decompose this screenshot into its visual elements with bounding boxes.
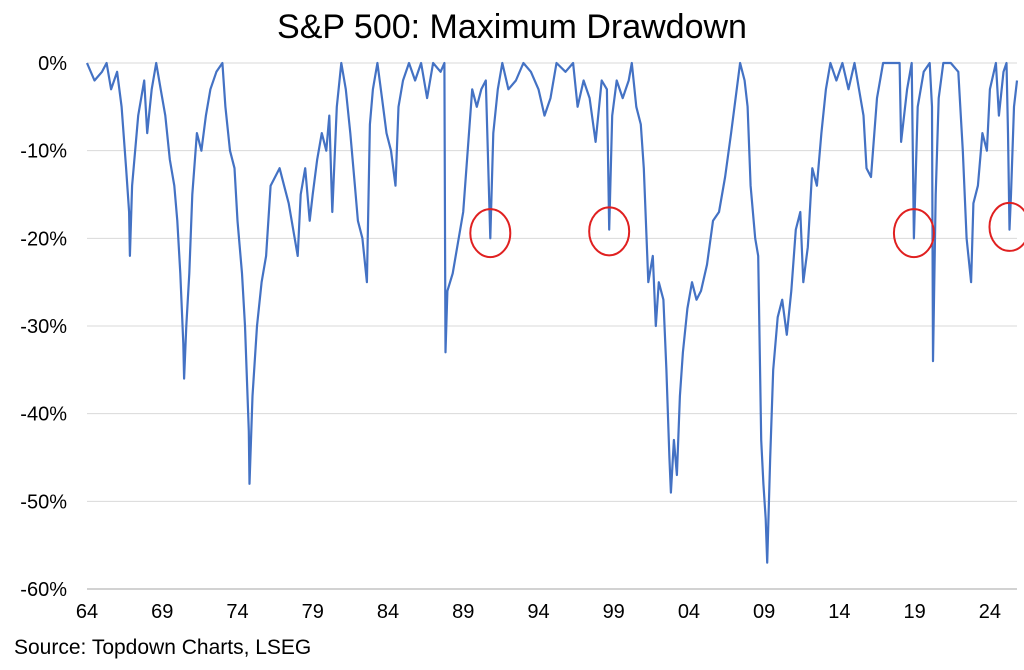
x-tick-label: 74 <box>226 601 248 623</box>
drawdown-series-line <box>85 61 1019 564</box>
y-tick-label: 0% <box>38 53 67 75</box>
y-tick-label: -20% <box>20 228 67 250</box>
x-tick-label: 84 <box>377 601 399 623</box>
y-tick-label: -40% <box>20 404 67 426</box>
x-tick-label: 14 <box>828 601 850 623</box>
highlight-circle <box>588 206 631 257</box>
x-tick-label: 79 <box>302 601 324 623</box>
gridlines <box>87 62 1017 590</box>
x-axis-ticks: 64 69 74 79 84 89 94 99 04 09 14 19 24 <box>76 601 1001 623</box>
y-tick-label: -60% <box>20 579 67 601</box>
x-tick-label: 24 <box>979 601 1001 623</box>
chart-title: S&P 500: Maximum Drawdown <box>277 8 747 46</box>
y-tick-label: -30% <box>20 316 67 338</box>
highlight-circle <box>892 208 935 259</box>
x-tick-label: 69 <box>151 601 173 623</box>
y-axis-ticks: 0% -10% -20% -30% -40% -50% -60% <box>20 53 67 601</box>
x-tick-label: 19 <box>904 601 926 623</box>
y-tick-label: -50% <box>20 491 67 513</box>
highlight-circles <box>469 201 1024 259</box>
x-tick-label: 04 <box>678 601 700 623</box>
x-tick-label: 64 <box>76 601 98 623</box>
x-tick-label: 89 <box>452 601 474 623</box>
y-tick-label: -10% <box>20 141 67 163</box>
x-tick-label: 09 <box>753 601 775 623</box>
chart-source: Source: Topdown Charts, LSEG <box>14 636 312 659</box>
drawdown-chart: 0% -10% -20% -30% -40% -50% -60% 64 69 74 79 84 89 9… <box>20 53 1024 623</box>
x-tick-label: 94 <box>527 601 549 623</box>
highlight-circle <box>988 201 1024 252</box>
highlight-circle <box>469 208 512 259</box>
x-tick-label: 99 <box>603 601 625 623</box>
